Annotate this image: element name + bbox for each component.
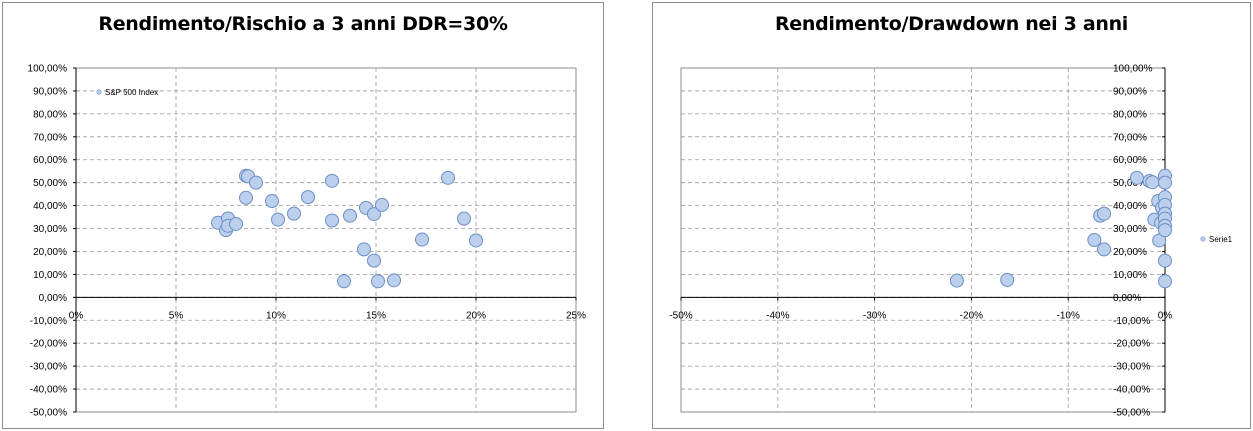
plot-area [680,67,1166,413]
x-tick-label: 20% [466,310,486,321]
data-point [1129,170,1144,185]
data-point [343,208,357,223]
data-point [1097,206,1112,221]
chart-panel-right: Rendimento/Drawdown nei 3 anni 100,00% 90… [652,2,1251,429]
y-tick-label: 60,00% [1113,155,1147,166]
y-tick-label: 10,00% [1113,270,1147,281]
x-tick-label: -20% [960,310,983,321]
data-point [1158,274,1172,289]
data-point [1097,242,1112,257]
x-tick-label: 5% [169,310,184,321]
x-tick-label: 0% [1158,310,1173,321]
y-tick-label: 100,00% [28,64,68,75]
y-tick-label: 70,00% [1113,132,1147,143]
y-tick-label: 0,00% [39,293,67,304]
legend-marker [1200,236,1206,242]
y-tick-label: -10,00% [30,316,67,327]
y-tick-label: 40,00% [1113,201,1147,212]
y-tick-label: -10,00% [1113,316,1150,327]
x-tick-label: -10% [1057,310,1080,321]
y-tick-label: 0,00% [1113,293,1141,304]
x-tick-label: -50% [669,310,692,321]
y-tick-label: 50,00% [33,178,67,189]
y-tick-label: 60,00% [33,155,67,166]
data-point [367,253,381,268]
y-tick-label: 70,00% [33,132,67,143]
y-tick-label: 40,00% [33,201,67,212]
chart-panel-left: Rendimento/Rischio a 3 anni DDR=30% 100,… [2,2,604,429]
data-point [1145,175,1160,190]
y-tick-label: 50,00% [1113,178,1147,189]
y-tick-label: -20,00% [30,339,67,350]
data-point [457,211,471,226]
y-tick-label: 100,00% [1113,64,1153,75]
y-tick-label: 20,00% [1113,247,1147,258]
legend-marker [96,89,102,95]
data-point [949,273,964,288]
y-tick-label: -50,00% [1113,408,1150,419]
y-tick-label: -30,00% [30,362,67,373]
data-point [325,213,339,228]
data-point [1158,223,1172,238]
data-point [1158,253,1172,268]
data-point [287,206,301,221]
legend-label: S&P 500 Index [105,88,158,97]
data-point [367,207,381,222]
scatter-chart-risk-return: 100,00% 90,00% 80,00% 70,00% 60,00% 50,00% 40,… [28,64,587,419]
data-point [337,274,351,289]
y-tick-label: 20,00% [33,247,67,258]
data-point [239,190,253,205]
y-tick-label: -40,00% [30,385,67,396]
x-tick-label: 15% [366,310,386,321]
data-point [325,173,339,188]
data-point [265,194,279,209]
data-point [301,190,315,205]
x-tick-label: 10% [266,310,286,321]
data-point [271,212,285,227]
data-point [415,232,429,247]
y-tick-label: -50,00% [30,408,67,419]
y-tick-label: -20,00% [1113,339,1150,350]
y-tick-label: -40,00% [1113,385,1150,396]
data-point [1000,272,1015,287]
chart-title: Rendimento/Drawdown nei 3 anni [774,13,1129,35]
data-point [371,274,385,289]
x-tick-label: 0% [69,310,84,321]
x-tick-label: -30% [863,310,886,321]
y-tick-label: -30,00% [1113,362,1150,373]
data-point [357,242,371,257]
plot-area [75,67,577,413]
scatter-chart-drawdown-return: 100,00% 90,00% 80,00% 70,00% 60,00% 50,00% 40,… [669,64,1233,419]
y-tick-label: 80,00% [33,109,67,120]
data-point [1158,175,1172,190]
y-tick-label: 10,00% [33,270,67,281]
data-point [229,216,243,231]
data-point [387,273,401,288]
y-tick-label: 90,00% [33,86,67,97]
legend-label: Serie1 [1209,235,1233,244]
y-tick-label: 90,00% [1113,86,1147,97]
data-point [1087,233,1102,247]
y-tick-label: 30,00% [33,224,67,235]
x-tick-label: -40% [766,310,789,321]
chart-title: Rendimento/Rischio a 3 anni DDR=30% [98,13,508,35]
data-point [441,170,455,185]
y-tick-label: 80,00% [1113,109,1147,120]
data-point [375,197,389,212]
y-tick-label: 30,00% [1113,224,1147,235]
x-tick-label: 25% [566,310,586,321]
data-point [249,175,263,190]
data-point [469,233,483,248]
